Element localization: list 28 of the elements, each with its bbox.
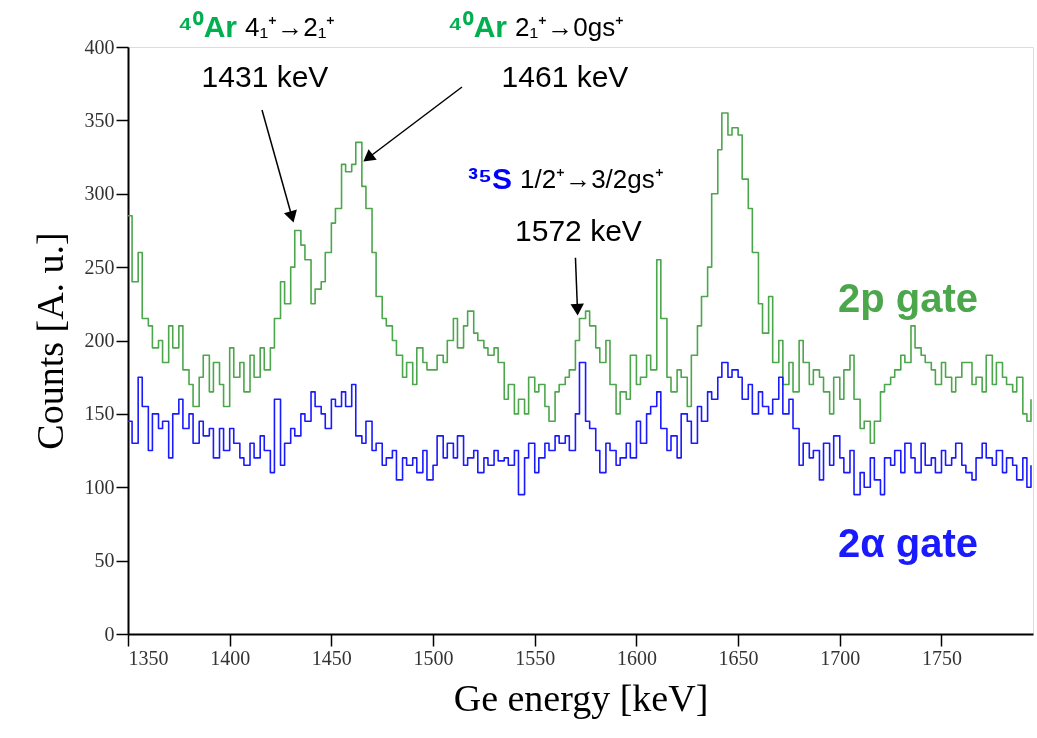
x-tick-label: 1600: [616, 646, 657, 669]
annotation: 1431 keV: [201, 60, 329, 93]
annotation: 1572 keV: [515, 213, 642, 247]
x-tick-label: 1700: [820, 646, 861, 669]
text: ⁴⁰Ar 2₁⁺→0gs⁺: [447, 10, 625, 43]
x-tick-label: 1350: [128, 646, 169, 669]
x-tick-label: 1450: [311, 646, 352, 669]
y-tick-label: 250: [84, 255, 115, 278]
x-axis-title: Ge energy [keV]: [453, 676, 709, 719]
y-tick-label: 350: [84, 108, 115, 131]
text: ⁴⁰Ar 4₁⁺→2₁⁺: [177, 10, 336, 43]
y-tick-label: 300: [84, 182, 115, 205]
x-tick-label: 1400: [210, 646, 251, 669]
y-tick-label: 150: [84, 402, 115, 425]
x-tick-label: 1750: [921, 646, 962, 669]
x-tick-label: 1500: [413, 646, 454, 669]
y-tick-label: 100: [84, 475, 115, 498]
y-tick-label: 200: [84, 329, 115, 351]
y-axis-title: Counts [A. u.]: [28, 232, 71, 450]
y-tick-label: 0: [104, 622, 115, 645]
y-tick-label: 50: [94, 549, 115, 572]
annotation: 1461 keV: [501, 60, 629, 93]
annotation: ³⁵S 1/2⁺→3/2gs⁺: [467, 162, 664, 195]
series-label: 2p gate: [837, 276, 979, 320]
series-label: 2α gate: [837, 521, 979, 565]
y-tick-label: 400: [84, 35, 115, 58]
x-tick-label: 1650: [718, 646, 759, 669]
x-tick-label: 1550: [515, 646, 556, 669]
